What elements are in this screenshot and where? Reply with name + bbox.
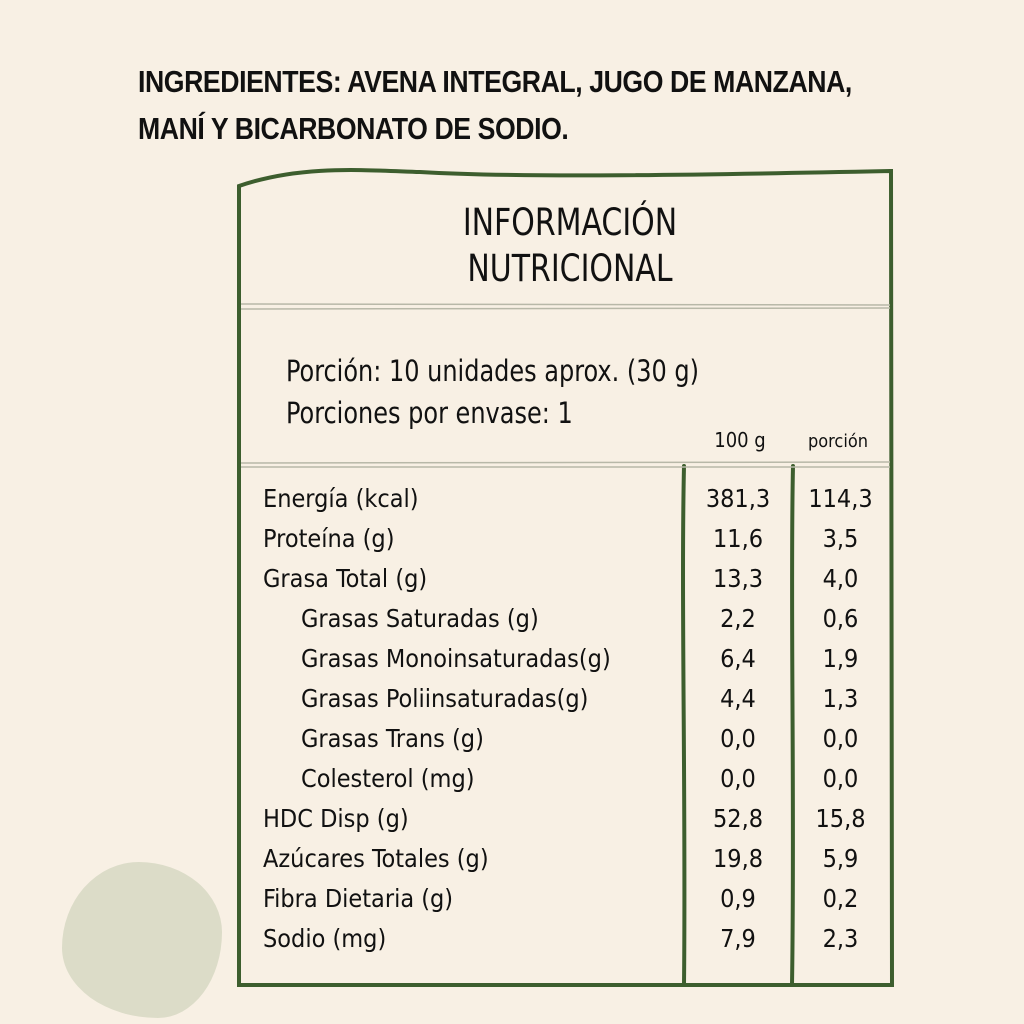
nutrient-name: Grasas Poliinsaturadas(g) <box>301 684 589 713</box>
column-divider-2 <box>790 464 795 987</box>
label-title: INFORMACIÓN NUTRICIONAL <box>327 200 813 292</box>
value-per-portion: 114,3 <box>808 484 873 513</box>
value-per-portion: 3,5 <box>822 524 859 553</box>
decorative-blob <box>62 862 222 1018</box>
nutrient-name: Colesterol (mg) <box>301 764 475 793</box>
serving-info: Porción: 10 unidades aprox. (30 g) Porci… <box>286 350 699 434</box>
value-per-portion: 0,0 <box>822 724 859 753</box>
nutrient-name: Grasas Monoinsaturadas(g) <box>301 644 611 673</box>
table-row: Azúcares Totales (g) 19,8 5,9 <box>0 844 1024 884</box>
value-per-100g: 2,2 <box>720 604 756 633</box>
value-per-100g: 0,9 <box>720 884 756 913</box>
frame-border <box>237 168 895 987</box>
ingredients-text: INGREDIENTES: AVENA INTEGRAL, JUGO DE MA… <box>138 58 852 152</box>
header-divider <box>240 303 891 310</box>
value-per-portion: 1,9 <box>822 644 859 673</box>
value-per-100g: 19,8 <box>712 844 764 873</box>
nutrient-name: HDC Disp (g) <box>263 804 409 833</box>
table-row: Grasa Total (g) 13,3 4,0 <box>0 564 1024 604</box>
value-per-portion: 5,9 <box>822 844 859 873</box>
value-per-portion: 2,3 <box>822 924 859 953</box>
table-row: Grasas Poliinsaturadas(g) 4,4 1,3 <box>0 684 1024 724</box>
value-per-100g: 7,9 <box>720 924 756 953</box>
column-header-100g: 100 g <box>714 428 766 452</box>
table-row: HDC Disp (g) 52,8 15,8 <box>0 804 1024 844</box>
table-row: Proteína (g) 11,6 3,5 <box>0 524 1024 564</box>
nutrient-name: Grasa Total (g) <box>263 564 428 593</box>
table-row: Colesterol (mg) 0,0 0,0 <box>0 764 1024 804</box>
title-line-1: INFORMACIÓN <box>462 201 678 244</box>
table-row: Energía (kcal) 381,3 114,3 <box>0 484 1024 524</box>
value-per-portion: 0,6 <box>822 604 859 633</box>
table-row: Fibra Dietaria (g) 0,9 0,2 <box>0 884 1024 924</box>
value-per-100g: 6,4 <box>720 644 756 673</box>
value-per-100g: 11,6 <box>712 524 764 553</box>
nutrient-name: Energía (kcal) <box>263 484 419 513</box>
serving-divider <box>240 461 891 468</box>
nutrient-name: Proteína (g) <box>263 524 395 553</box>
value-per-100g: 52,8 <box>712 804 764 833</box>
value-per-100g: 4,4 <box>720 684 756 713</box>
table-row: Grasas Monoinsaturadas(g) 6,4 1,9 <box>0 644 1024 684</box>
table-row: Sodio (mg) 7,9 2,3 <box>0 924 1024 964</box>
nutrient-name: Fibra Dietaria (g) <box>263 884 454 913</box>
value-per-portion: 4,0 <box>822 564 859 593</box>
value-per-100g: 0,0 <box>720 764 756 793</box>
value-per-portion: 0,2 <box>822 884 859 913</box>
ingredients-line-2: MANÍ Y BICARBONATO DE SODIO. <box>138 111 569 146</box>
value-per-portion: 15,8 <box>815 804 866 833</box>
table-row: Grasas Saturadas (g) 2,2 0,6 <box>0 604 1024 644</box>
portions-per-package: Porciones por envase: 1 <box>286 396 573 430</box>
value-per-portion: 0,0 <box>822 764 859 793</box>
table-row: Grasas Trans (g) 0,0 0,0 <box>0 724 1024 764</box>
ingredients-line-1: INGREDIENTES: AVENA INTEGRAL, JUGO DE MA… <box>138 64 852 99</box>
nutrient-name: Grasas Saturadas (g) <box>301 604 539 633</box>
title-line-2: NUTRICIONAL <box>467 247 673 290</box>
nutrient-name: Sodio (mg) <box>263 924 387 953</box>
nutrient-name: Azúcares Totales (g) <box>263 844 489 873</box>
portion-size: Porción: 10 unidades aprox. (30 g) <box>286 354 699 388</box>
value-per-100g: 0,0 <box>720 724 756 753</box>
column-divider-1 <box>681 464 687 987</box>
value-per-100g: 381,3 <box>705 484 771 513</box>
column-header-portion: porción <box>807 431 869 452</box>
value-per-portion: 1,3 <box>822 684 859 713</box>
value-per-100g: 13,3 <box>712 564 764 593</box>
nutrient-name: Grasas Trans (g) <box>301 724 484 753</box>
